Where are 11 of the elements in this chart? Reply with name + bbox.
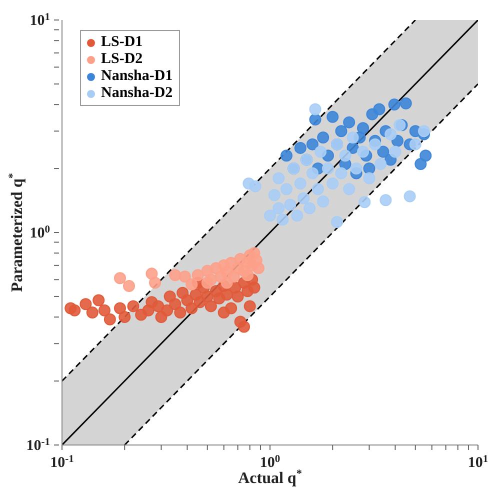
y-tick-label: 10$^{1}$ [30,12,50,29]
x-axis-title: Actual q$^{*}$ [238,468,302,487]
legend-label: LS-D1 [101,34,143,51]
y-tick-label: 10$^{-1}$ [26,436,50,454]
x-tick-label: 10$^{0}$ [260,454,280,471]
legend-label: Nansha-D2 [101,85,173,102]
x-tick-label: 10$^{1}$ [468,454,488,471]
legend-label: Nansha-D1 [101,68,173,85]
x-tick-label: 10$^{-1}$ [50,454,74,471]
legend-label: LS-D2 [101,51,143,68]
y-tick-label: 10$^{0}$ [30,224,50,242]
